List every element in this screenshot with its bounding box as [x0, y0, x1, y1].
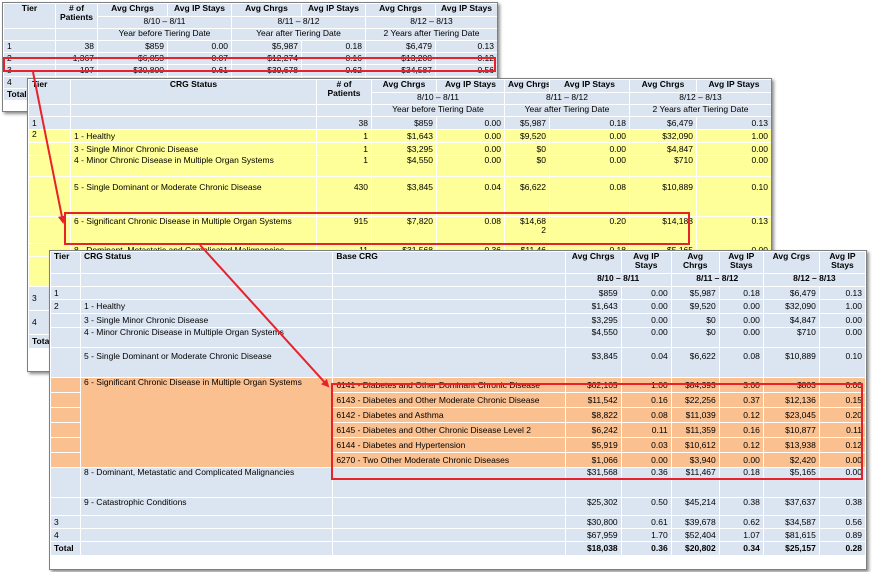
avg-chrgs-header: Avg Chrgs: [231, 3, 302, 17]
period-header: 8/12 – 8/13: [762, 273, 866, 287]
avg-chrgs-header: Avg Chrgs: [564, 251, 622, 274]
table-row: 4 $67,959 1.70 $52,404 1.07 $81,615 0.89: [50, 528, 866, 542]
crg-status-header: CRG Status: [70, 79, 317, 105]
avg-ip-stays-header: Avg IP Stays: [696, 79, 771, 93]
table-row: 6 - Significant Chronic Disease in Multi…: [28, 216, 771, 244]
period-header: 8/10 – 8/11: [371, 92, 505, 105]
avg-ip-stays-header: Avg IP Stays: [620, 251, 672, 274]
table-row: 3 - Single Minor Chronic Disease $3,295 0…: [50, 313, 866, 328]
period-subheader: 2 Years after Tiering Date: [629, 104, 771, 117]
period-subheader: Year after Tiering Date: [231, 28, 366, 41]
table-row: 5 - Single Dominant or Moderate Chronic …: [50, 347, 866, 378]
avg-chrgs-header: Avg Chrgs: [97, 3, 168, 17]
avg-ip-stays-header: Avg IP Stays: [167, 3, 232, 17]
crg6-status-cell: 6 - Significant Chronic Disease in Multi…: [80, 377, 334, 468]
period-header: 8/10 – 8/11: [564, 273, 672, 287]
avg-ip-stays-header: Avg IP Stays: [301, 3, 366, 17]
avg-ip-stays-header: Avg IP Stays: [435, 3, 497, 17]
period-header: 8/11 – 8/12: [670, 273, 764, 287]
avg-ip-stays-header: Avg IP Stays: [818, 251, 866, 274]
table-row: 2 1 - Healthy 1 $1,643 0.00 $9,520 0.00 $32…: [28, 129, 771, 143]
period-header: 8/11 – 8/12: [231, 16, 366, 29]
table-row: 9 - Catastrophic Conditions $25,302 0.50 …: [50, 497, 866, 516]
avg-chrgs-header: Avg Chrgs: [371, 79, 437, 93]
table-row: 6 - Significant Chronic Disease in Multi…: [50, 377, 866, 468]
period-subheader: Year after Tiering Date: [504, 104, 630, 117]
table-row: 3 197 $30,800 0.61 $39,678 0.62 $34,587 0.56: [3, 64, 497, 77]
table-row: 2 1,367 $6,853 0.07 $12,274 0.16 $13,208 0.1…: [3, 52, 497, 65]
patients-header: # of Patients: [55, 3, 98, 29]
avg-ip-stays-header: Avg IP Stays: [718, 251, 764, 274]
period-header: 8/11 – 8/12: [504, 92, 630, 105]
table-row: 5 - Single Dominant or Moderate Chronic …: [28, 176, 771, 217]
base-crg-header: Base CRG: [332, 251, 566, 274]
table-row: 6270 - Two Other Moderate Chronic Diseas…: [50, 452, 866, 468]
avg-crgs-header: Avg Crgs: [762, 251, 820, 274]
period-subheader: Year before Tiering Date: [371, 104, 505, 117]
tier-header: Tier: [50, 251, 82, 274]
avg-ip-stays-header: Avg IP Stays: [549, 79, 630, 93]
period-header: 8/10 – 8/11: [97, 16, 232, 29]
crg-status-header: CRG Status: [80, 251, 334, 274]
table-row: 8 - Dominant, Metastatic and Complicated…: [50, 467, 866, 498]
period-subheader: Year before Tiering Date: [97, 28, 232, 41]
table-row: 6144 - Diabetes and Hypertension $5,919 0…: [50, 437, 866, 453]
table-row: 4 - Minor Chronic Disease in Multiple Or…: [50, 327, 866, 348]
avg-chrgs-header: Avg Chrgs: [670, 251, 720, 274]
tier-header: Tier: [3, 3, 56, 29]
total-row: Total $18,038 0.36 $20,802 0.34 $25,157 0.2…: [50, 541, 866, 556]
tier-header: Tier: [28, 79, 71, 105]
table-row: 6143 - Diabetes and Other Moderate Chron…: [50, 392, 866, 408]
patients-header: # of Patients: [316, 79, 372, 105]
period-header: 8/12 – 8/13: [629, 92, 771, 105]
table-row: 6142 - Diabetes and Asthma $8,822 0.08 $1…: [50, 407, 866, 423]
table-row: 1 38 $859 0.00 $5,987 0.18 $6,479 0.13: [3, 40, 497, 53]
period-subheader: 2 Years after Tiering Date: [365, 28, 497, 41]
period-header: 8/12 – 8/13: [365, 16, 497, 29]
avg-chrgs-header: Avg Chrgs: [504, 79, 550, 93]
table-row: 1 38 $859 0.00 $5,987 0.18 $6,479 0.13: [28, 116, 771, 130]
table-row: 1 $859 0.00 $5,987 0.18 $6,479 0.13: [50, 286, 866, 300]
base-crg-table: Tier CRG Status Base CRG Avg Chrgs Avg I…: [50, 251, 866, 556]
avg-chrgs-header: Avg Chrgs: [629, 79, 697, 93]
table-row: 3 - Single Minor Chronic Disease 1 $3,295…: [28, 142, 771, 156]
avg-chrgs-header: Avg Chrgs: [365, 3, 436, 17]
table-row: 4 - Minor Chronic Disease in Multiple Or…: [28, 155, 771, 177]
avg-ip-stays-header: Avg IP Stays: [436, 79, 505, 93]
base-crg-table-panel: Tier CRG Status Base CRG Avg Chrgs Avg I…: [49, 250, 867, 570]
table-row: 3 $30,800 0.61 $39,678 0.62 $34,587 0.56: [50, 515, 866, 529]
